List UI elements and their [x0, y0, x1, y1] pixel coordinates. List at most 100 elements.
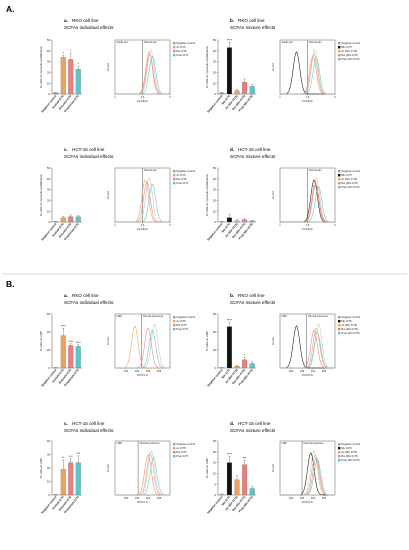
- bar-y-tick-label: 0: [214, 493, 216, 497]
- histogram-x-tick-label: 1.5: [141, 223, 145, 227]
- legend-swatch: [338, 42, 341, 45]
- bar-y-tick-label: 50: [213, 166, 217, 170]
- legend-label: Ac (Mix IC75): [341, 450, 357, 454]
- bar-y-tick-label: 20: [213, 199, 217, 203]
- legend-label: Prop IC75: [176, 53, 188, 57]
- histogram-curve: [115, 454, 170, 496]
- bar-y-tick-label: 0: [214, 92, 216, 96]
- significance-marker: ****: [227, 452, 233, 456]
- legend-label: Prop IC75: [176, 181, 188, 185]
- significance-marker: ****: [227, 38, 233, 42]
- histogram-y-axis-label: Count: [271, 337, 275, 345]
- histogram-y-axis-label: Count: [106, 63, 110, 71]
- legend-swatch: [173, 178, 176, 181]
- legend-swatch: [173, 174, 176, 177]
- legend-label: Prop IC75: [176, 454, 188, 458]
- bar-y-tick-label: 25: [213, 439, 217, 443]
- legend-swatch: [173, 46, 176, 49]
- histogram-x-tick-label: 102: [289, 369, 294, 373]
- bar-category-label: Mix IC75: [221, 94, 232, 106]
- legend-label: Prop (Mix IC75): [341, 185, 359, 189]
- legend-swatch: [173, 328, 176, 331]
- bar: [68, 59, 74, 95]
- bar: [234, 90, 240, 95]
- legend-swatch: [173, 42, 176, 45]
- histogram-x-tick-label: 105: [322, 496, 327, 500]
- legend-label: Mix IC75: [341, 446, 352, 450]
- bar: [75, 462, 81, 496]
- legend-label: Mix IC75: [341, 319, 352, 323]
- panel-subtitle: SCFAs individual effects: [64, 154, 114, 159]
- significance-marker: *: [244, 353, 246, 357]
- histogram-x-tick-label: 102: [124, 496, 129, 500]
- panel-title-cell-line: RKO cell line: [72, 293, 99, 298]
- legend-swatch: [173, 54, 176, 57]
- panel-c-hct15-acidification: c. HCT-15 cell line SCFAs individual eff…: [39, 147, 196, 241]
- histogram-curve: [280, 331, 335, 369]
- bar-y-axis-label: % cells w/ LMP: [39, 458, 43, 478]
- histogram-x-axis-label: PC5.5-A: [302, 373, 313, 377]
- histogram-curve: [115, 323, 170, 369]
- histogram-curve: [280, 323, 335, 369]
- bar-y-tick-label: 0: [48, 493, 50, 497]
- bar: [60, 469, 66, 496]
- bar-y-tick-label: 10: [213, 81, 217, 85]
- legend-label: But IC75: [176, 450, 187, 454]
- bar: [75, 346, 81, 369]
- panel-a-rko-acidification: a. RKO cell line SCFAs individual effect…: [39, 18, 196, 113]
- significance-marker: ****: [76, 341, 82, 345]
- bar: [249, 86, 255, 95]
- bar: [75, 69, 81, 95]
- region-label: Normal pH: [309, 168, 322, 172]
- bar-y-tick-label: 50: [213, 38, 217, 42]
- panel-title-letter: a.: [64, 18, 68, 23]
- legend-label: Negative control: [341, 442, 360, 446]
- histogram-x-tick-label: 104: [146, 369, 151, 373]
- legend-swatch: [173, 182, 176, 185]
- histogram-y-axis-label: Count: [106, 337, 110, 345]
- legend-label: Prop (Mix IC75): [341, 57, 359, 61]
- histogram-x-tick-label: 103: [135, 369, 140, 373]
- panel-title-letter: c.: [64, 421, 68, 426]
- panel-b-rko-lmp: b. RKO cell line SCFAs mixture effects 0…: [205, 293, 361, 387]
- bar-y-tick-label: 0: [48, 366, 50, 370]
- bar-y-tick-label: 20: [213, 348, 217, 352]
- legend-label: Ac (Mix IC75): [341, 49, 357, 53]
- legend-label: Prop IC75: [176, 327, 188, 331]
- legend-swatch: [338, 182, 341, 185]
- legend-swatch: [338, 186, 341, 189]
- histogram-x-axis-label: FL1/FL2: [137, 227, 148, 231]
- bar-y-tick-label: 40: [213, 330, 217, 334]
- bar-y-axis-label: % cells w/ cytosolic acidification: [205, 174, 209, 217]
- legend-label: Negative control: [341, 315, 360, 319]
- histogram-x-tick-label: 1.5: [306, 223, 310, 227]
- panel-d-hct15-lmp: d. HCT-15 cell line SCFAs mixture effect…: [205, 421, 361, 514]
- bar-y-tick-label: 30: [47, 453, 51, 457]
- legend-label: Negative control: [341, 41, 360, 45]
- histogram-y-axis-label: Count: [106, 464, 110, 472]
- legend-swatch: [173, 50, 176, 53]
- histogram-curve: [280, 58, 335, 95]
- legend-swatch: [173, 451, 176, 454]
- histogram-y-axis-label: Count: [271, 464, 275, 472]
- bar-category-label: Mix IC75: [221, 222, 232, 234]
- legend-label: But (Mix IC75): [341, 327, 358, 331]
- histogram-y-axis-label: Count: [106, 191, 110, 199]
- histogram-x-tick-label: 2: [169, 95, 171, 99]
- histogram-x-tick-label: 1: [279, 95, 281, 99]
- region-label: Normal pH: [144, 168, 157, 172]
- section-a-label: A.: [6, 4, 15, 14]
- histogram-x-tick-label: 2: [334, 223, 336, 227]
- region-label: Acidic pH: [117, 40, 128, 44]
- histogram-x-tick-label: 102: [124, 369, 129, 373]
- panel-subtitle: SCFAs mixture effects: [230, 154, 276, 159]
- histogram-curve: [115, 327, 170, 369]
- panel-title-letter: c.: [64, 147, 68, 152]
- bar: [249, 363, 255, 369]
- bar-y-tick-label: 10: [47, 209, 51, 213]
- histogram-x-axis-label: FL1/FL2: [302, 227, 313, 231]
- panel-title-letter: d.: [230, 147, 234, 152]
- significance-marker: ****: [61, 325, 67, 329]
- legend-label: Ac (Mix IC75): [341, 323, 357, 327]
